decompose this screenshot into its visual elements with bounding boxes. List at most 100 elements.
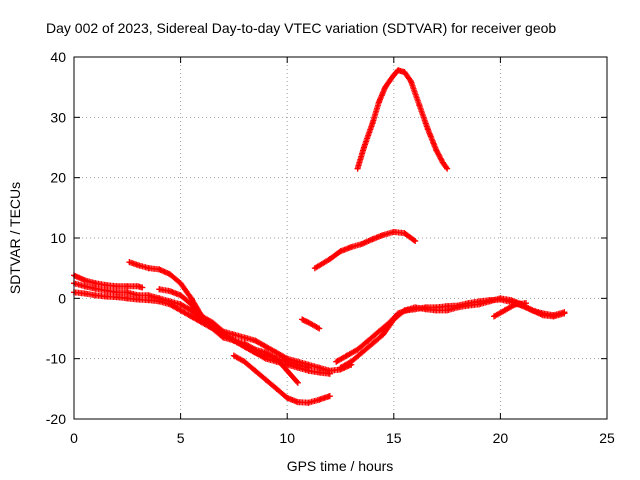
x-tick-label: 5 <box>177 430 185 446</box>
data-point <box>177 280 184 287</box>
data-point <box>401 69 408 76</box>
data-point <box>188 295 195 302</box>
data-point <box>550 312 557 319</box>
data-point <box>81 290 88 297</box>
data-point <box>311 265 318 272</box>
data-point <box>166 298 173 305</box>
series-track-j <box>491 300 529 320</box>
y-tick-label: 0 <box>58 290 66 306</box>
data-point <box>316 364 323 371</box>
data-point <box>92 280 99 287</box>
data-point <box>476 301 483 308</box>
y-tick-label: -10 <box>46 351 66 367</box>
chart-title: Day 002 of 2023, Sidereal Day-to-day VTE… <box>46 20 556 36</box>
data-point <box>294 399 301 406</box>
data-point <box>145 292 152 299</box>
data-point <box>124 283 131 290</box>
data-point <box>380 231 387 238</box>
data-point <box>230 331 237 338</box>
data-point <box>102 293 109 300</box>
data-point <box>465 302 472 309</box>
y-axis-label: SDTVAR / TECUs <box>7 182 23 294</box>
data-point <box>134 262 141 269</box>
data-point <box>92 285 99 292</box>
data-point <box>401 230 408 237</box>
data-point <box>326 367 333 374</box>
data-point <box>337 364 344 371</box>
data-point <box>343 352 350 359</box>
data-point <box>522 300 529 307</box>
data-point <box>113 283 120 290</box>
y-tick-label: 40 <box>50 49 66 65</box>
data-point <box>369 236 376 243</box>
tick-layer: 0 5 10 15 20 25 -20 -10 0 10 20 30 40 <box>46 49 615 446</box>
data-point <box>126 259 133 266</box>
series-track-d <box>126 259 301 386</box>
data-point <box>273 355 280 362</box>
data-point <box>382 84 389 91</box>
data-point <box>529 307 536 314</box>
data-point <box>299 316 306 323</box>
data-point <box>156 295 163 302</box>
data-point <box>220 328 227 335</box>
data-point <box>305 361 312 368</box>
data-point <box>365 337 372 344</box>
data-point <box>326 256 333 263</box>
data-point <box>273 385 280 392</box>
series-track-k <box>311 228 419 272</box>
data-point <box>241 358 248 365</box>
data-point <box>390 72 397 79</box>
data-point <box>262 349 269 356</box>
data-point <box>134 292 141 299</box>
data-point <box>102 287 109 294</box>
data-point <box>390 228 397 235</box>
data-point <box>156 286 163 293</box>
data-point <box>416 102 423 109</box>
data-point <box>92 292 99 299</box>
data-point <box>395 67 402 74</box>
data-point <box>337 248 344 255</box>
data-point <box>113 289 120 296</box>
data-point <box>177 292 184 299</box>
data-point <box>145 265 152 272</box>
data-point <box>188 313 195 320</box>
data-point <box>369 340 376 347</box>
data-point <box>230 337 237 344</box>
data-point <box>305 399 312 406</box>
x-tick-label: 20 <box>493 430 509 446</box>
data-point <box>424 126 431 133</box>
data-point <box>433 147 440 154</box>
data-point <box>444 165 451 172</box>
data-point <box>540 310 547 317</box>
data-point <box>252 346 259 353</box>
data-point <box>375 328 382 335</box>
data-point <box>81 277 88 284</box>
y-tick-label: 10 <box>50 230 66 246</box>
data-point <box>156 266 163 273</box>
data-point <box>333 358 340 365</box>
y-tick-label: 30 <box>50 109 66 125</box>
data-point <box>305 319 312 326</box>
data-point <box>369 120 376 127</box>
data-point <box>422 306 429 313</box>
data-point <box>220 334 227 341</box>
data-point <box>412 238 419 245</box>
y-tick-label: -20 <box>46 411 66 427</box>
data-point <box>354 165 361 172</box>
data-point <box>284 355 291 362</box>
x-tick-label: 25 <box>599 430 615 446</box>
data-point <box>284 394 291 401</box>
data-point <box>294 379 301 386</box>
data-point <box>354 346 361 353</box>
x-tick-label: 10 <box>279 430 295 446</box>
data-point <box>262 343 269 350</box>
data-point <box>401 307 408 314</box>
data-point <box>284 367 291 374</box>
data-point <box>124 289 131 296</box>
data-point <box>124 295 131 302</box>
x-tick-label: 15 <box>386 430 402 446</box>
data-point <box>81 283 88 290</box>
data-point <box>360 144 367 151</box>
